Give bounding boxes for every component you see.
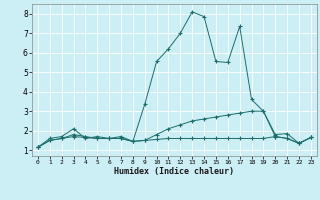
X-axis label: Humidex (Indice chaleur): Humidex (Indice chaleur) xyxy=(115,167,234,176)
